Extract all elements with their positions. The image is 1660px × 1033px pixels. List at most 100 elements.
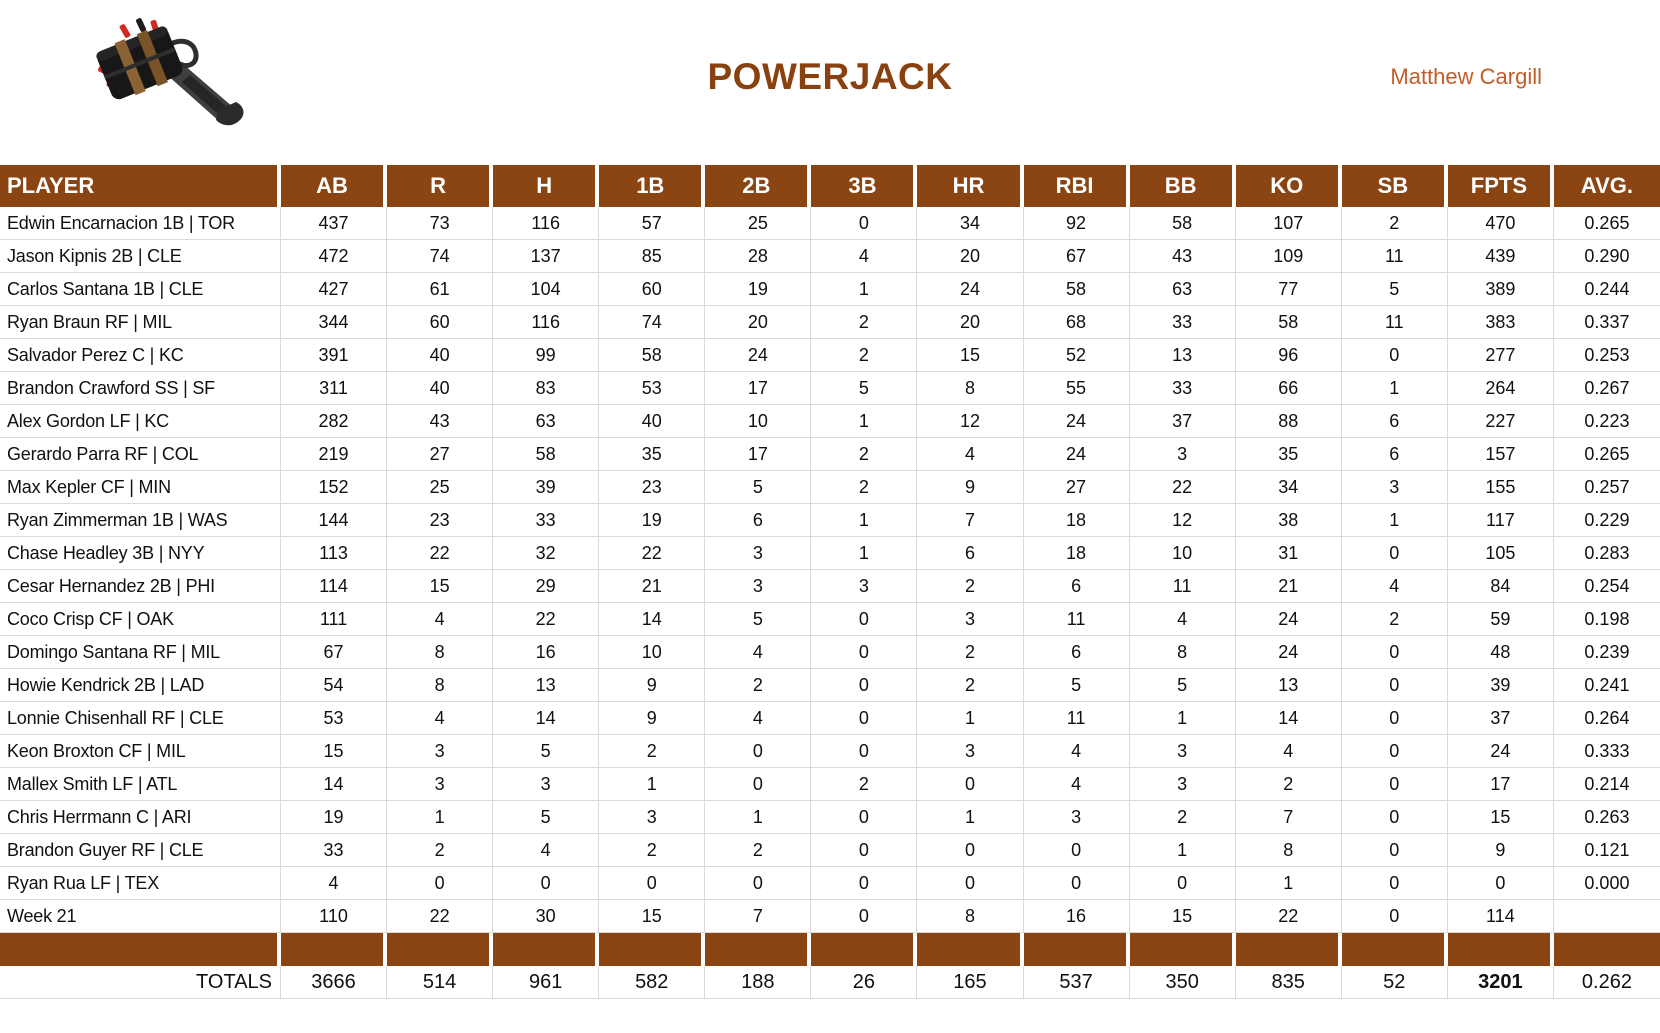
stat-cell-r: 23 <box>387 504 494 537</box>
stat-cell-fpts: 24 <box>1447 735 1554 768</box>
stat-cell-1b: 40 <box>599 405 706 438</box>
stat-cell-sb: 2 <box>1341 603 1448 636</box>
stat-cell-sb: 0 <box>1341 339 1448 372</box>
stat-cell-sb: 11 <box>1341 240 1448 273</box>
table-row: Chase Headley 3B | NYY 113 22 32 22 3 1 6 18 10 31… <box>0 537 1660 570</box>
table-row: Edwin Encarnacion 1B | TOR 437 73 116 57 25 0 3… <box>0 207 1660 240</box>
stat-cell-avg: 0.241 <box>1553 669 1660 702</box>
stat-cell-ab: 14 <box>281 768 388 801</box>
stat-cell-2b: 4 <box>705 702 812 735</box>
stat-cell-sb: 1 <box>1341 372 1448 405</box>
player-cell: Domingo Santana RF | MIL <box>0 636 281 669</box>
stat-cell-hr: 6 <box>917 537 1024 570</box>
stat-cell-bb: 43 <box>1129 240 1236 273</box>
stat-cell-3b: 1 <box>811 537 918 570</box>
table-row: Salvador Perez C | KC 391 40 99 58 24 2 15 52 13 9… <box>0 339 1660 372</box>
player-cell: Gerardo Parra RF | COL <box>0 438 281 471</box>
stat-cell-r: 4 <box>387 702 494 735</box>
stat-cell-hr: 4 <box>917 438 1024 471</box>
table-row: Chris Herrmann C | ARI 19 1 5 3 1 0 1 3 2 7 0 15 0.26… <box>0 801 1660 834</box>
stat-cell-hr: 34 <box>917 207 1024 240</box>
stat-cell-ko: 21 <box>1235 570 1342 603</box>
table-row: Brandon Guyer RF | CLE 33 2 4 2 2 0 0 0 1 8 0 9 0.121 <box>0 834 1660 867</box>
stat-cell-avg: 0.121 <box>1553 834 1660 867</box>
stat-cell-r: 8 <box>387 669 494 702</box>
stat-cell-sb: 0 <box>1341 834 1448 867</box>
stat-cell-ko: 1 <box>1235 867 1342 900</box>
stat-cell-1b: 60 <box>599 273 706 306</box>
total-cell-ko: 835 <box>1235 966 1342 999</box>
stat-cell-sb: 0 <box>1341 735 1448 768</box>
column-header-fpts: FPTS <box>1447 165 1554 207</box>
total-cell-sb: 52 <box>1341 966 1448 999</box>
stat-cell-sb: 0 <box>1341 900 1448 933</box>
stat-cell-hr: 3 <box>917 735 1024 768</box>
stat-cell-ko: 35 <box>1235 438 1342 471</box>
stat-cell-hr: 2 <box>917 570 1024 603</box>
column-header-h: H <box>493 165 600 207</box>
spacer-cell <box>705 933 812 966</box>
stat-cell-2b: 6 <box>705 504 812 537</box>
player-cell: Jason Kipnis 2B | CLE <box>0 240 281 273</box>
stat-cell-1b: 74 <box>599 306 706 339</box>
stat-cell-hr: 1 <box>917 801 1024 834</box>
table-row: Jason Kipnis 2B | CLE 472 74 137 85 28 4 20 67 43… <box>0 240 1660 273</box>
column-header-player: PLAYER <box>0 165 281 207</box>
stat-cell-sb: 5 <box>1341 273 1448 306</box>
stat-cell-rbi: 6 <box>1023 570 1130 603</box>
stat-cell-fpts: 84 <box>1447 570 1554 603</box>
stat-cell-sb: 0 <box>1341 669 1448 702</box>
stat-cell-bb: 33 <box>1129 306 1236 339</box>
stat-cell-r: 3 <box>387 768 494 801</box>
stat-cell-bb: 13 <box>1129 339 1236 372</box>
stat-cell-fpts: 37 <box>1447 702 1554 735</box>
spacer-cell <box>599 933 706 966</box>
stat-cell-ab: 53 <box>281 702 388 735</box>
stat-cell-ko: 24 <box>1235 636 1342 669</box>
stat-cell-r: 2 <box>387 834 494 867</box>
spacer-cell <box>1023 933 1130 966</box>
player-cell: Max Kepler CF | MIN <box>0 471 281 504</box>
player-cell: Brandon Guyer RF | CLE <box>0 834 281 867</box>
stat-cell-bb: 3 <box>1129 735 1236 768</box>
stat-cell-1b: 2 <box>599 735 706 768</box>
stat-cell-hr: 2 <box>917 636 1024 669</box>
stat-cell-rbi: 67 <box>1023 240 1130 273</box>
stat-cell-2b: 20 <box>705 306 812 339</box>
stat-cell-h: 5 <box>493 801 600 834</box>
stat-cell-3b: 0 <box>811 207 918 240</box>
stat-cell-fpts: 277 <box>1447 339 1554 372</box>
stat-cell-1b: 58 <box>599 339 706 372</box>
stat-cell-fpts: 0 <box>1447 867 1554 900</box>
stat-cell-2b: 19 <box>705 273 812 306</box>
stat-cell-sb: 3 <box>1341 471 1448 504</box>
table-row: Week 21 110 22 30 15 7 0 8 16 15 22 0 114 <box>0 900 1660 933</box>
stat-cell-1b: 21 <box>599 570 706 603</box>
stat-cell-sb: 1 <box>1341 504 1448 537</box>
stat-cell-ab: 344 <box>281 306 388 339</box>
column-header-ab: AB <box>281 165 388 207</box>
stat-cell-h: 33 <box>493 504 600 537</box>
spacer-cell <box>917 933 1024 966</box>
stat-cell-3b: 0 <box>811 735 918 768</box>
stat-cell-ko: 8 <box>1235 834 1342 867</box>
stat-cell-ab: 19 <box>281 801 388 834</box>
table-row: Ryan Braun RF | MIL 344 60 116 74 20 2 20 68 33 58… <box>0 306 1660 339</box>
stat-cell-ko: 109 <box>1235 240 1342 273</box>
stat-cell-h: 29 <box>493 570 600 603</box>
stat-cell-r: 40 <box>387 372 494 405</box>
stat-cell-avg: 0.265 <box>1553 207 1660 240</box>
stat-cell-1b: 14 <box>599 603 706 636</box>
table-row: Max Kepler CF | MIN 152 25 39 23 5 2 9 27 22 34 3 15… <box>0 471 1660 504</box>
stat-cell-3b: 3 <box>811 570 918 603</box>
stat-cell-h: 104 <box>493 273 600 306</box>
column-header-1b: 1B <box>599 165 706 207</box>
stat-cell-avg: 0.283 <box>1553 537 1660 570</box>
stat-cell-3b: 0 <box>811 900 918 933</box>
spacer-cell <box>1129 933 1236 966</box>
table-row: Lonnie Chisenhall RF | CLE 53 4 14 9 4 0 1 11 1 14… <box>0 702 1660 735</box>
stat-cell-avg: 0.198 <box>1553 603 1660 636</box>
stat-cell-ab: 15 <box>281 735 388 768</box>
stat-cell-rbi: 0 <box>1023 867 1130 900</box>
stat-cell-rbi: 18 <box>1023 504 1130 537</box>
